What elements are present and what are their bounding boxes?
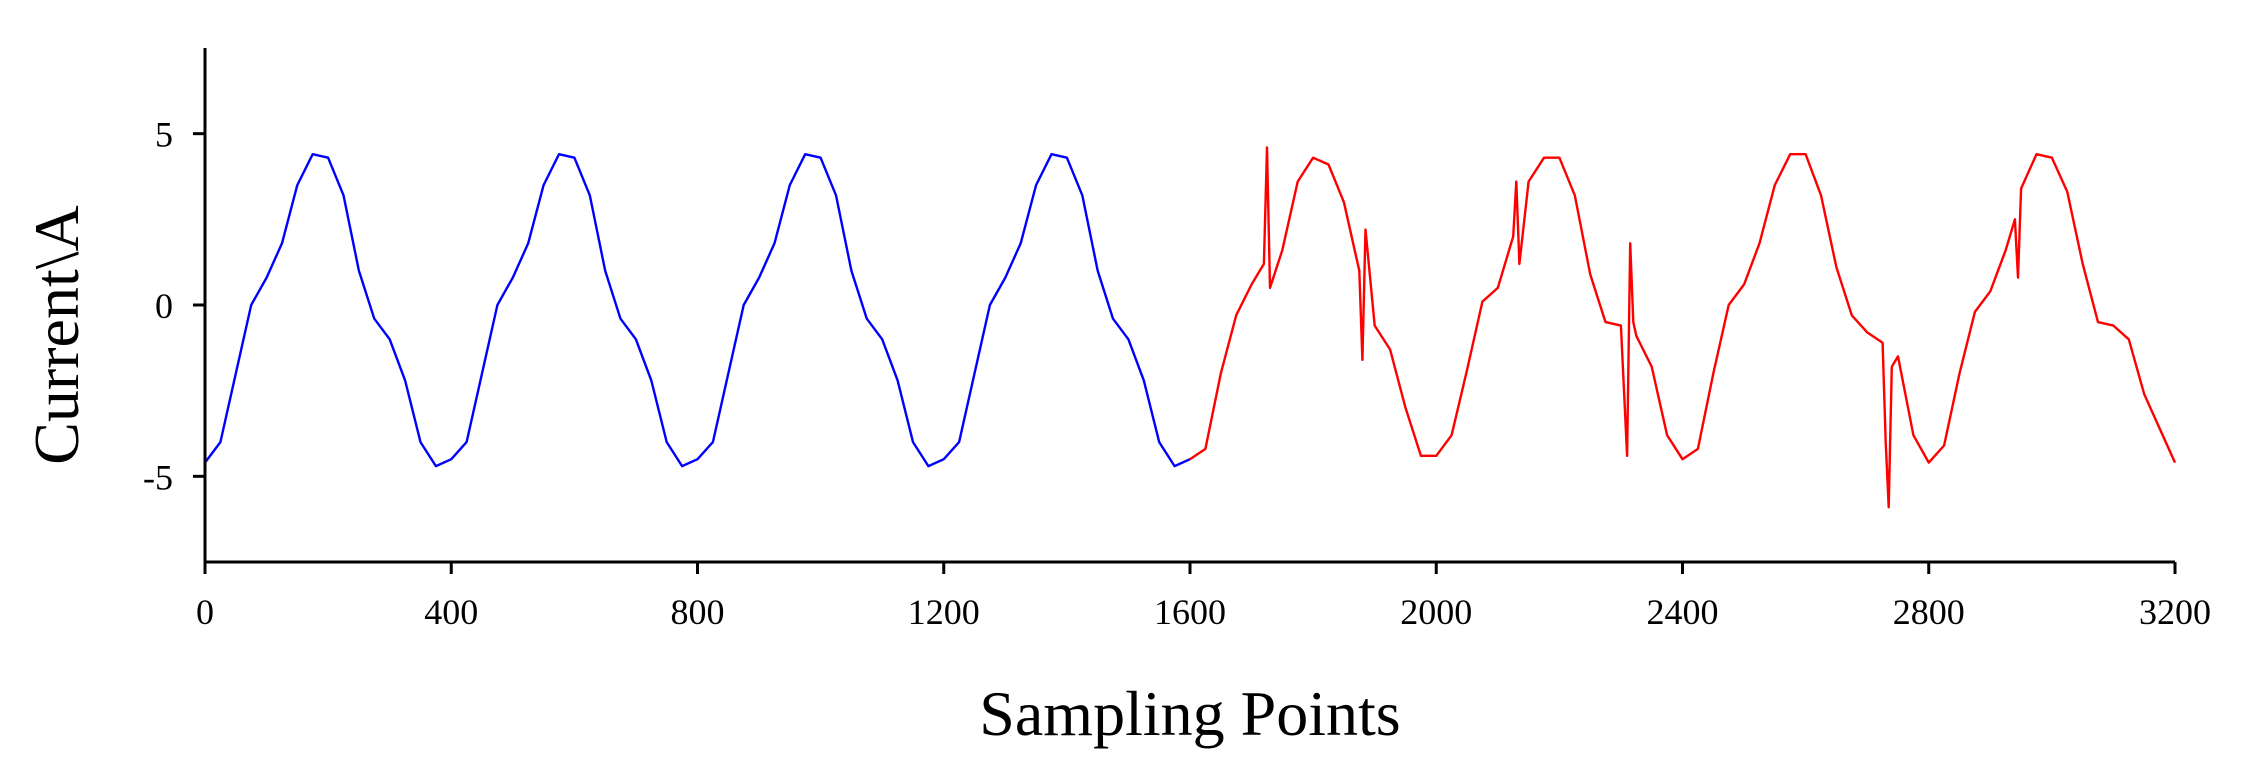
y-tick-label: 5 bbox=[155, 115, 173, 155]
x-tick-label: 0 bbox=[196, 592, 214, 632]
x-tick-label: 400 bbox=[424, 592, 478, 632]
x-tick-label: 1600 bbox=[1154, 592, 1226, 632]
axes bbox=[203, 48, 2175, 564]
plot-series bbox=[204, 146, 2177, 509]
y-axis-title: Current\A bbox=[21, 205, 92, 465]
y-tick-label: 0 bbox=[155, 286, 173, 326]
y-ticks: -5 0 5 bbox=[143, 115, 205, 497]
x-tick-label: 2800 bbox=[1893, 592, 1965, 632]
x-tick-label: 3200 bbox=[2139, 592, 2211, 632]
x-ticks: 0 400 800 1200 1600 2000 2400 2800 3200 bbox=[196, 562, 2211, 632]
x-tick-label: 1200 bbox=[908, 592, 980, 632]
x-tick-label: 800 bbox=[671, 592, 725, 632]
series-line-1 bbox=[204, 152, 1191, 468]
series-line-2 bbox=[1189, 146, 2177, 509]
x-tick-label: 2000 bbox=[1400, 592, 1472, 632]
x-tick-label: 2400 bbox=[1647, 592, 1719, 632]
x-axis-title: Sampling Points bbox=[979, 678, 1400, 749]
y-tick-label: -5 bbox=[143, 457, 173, 497]
